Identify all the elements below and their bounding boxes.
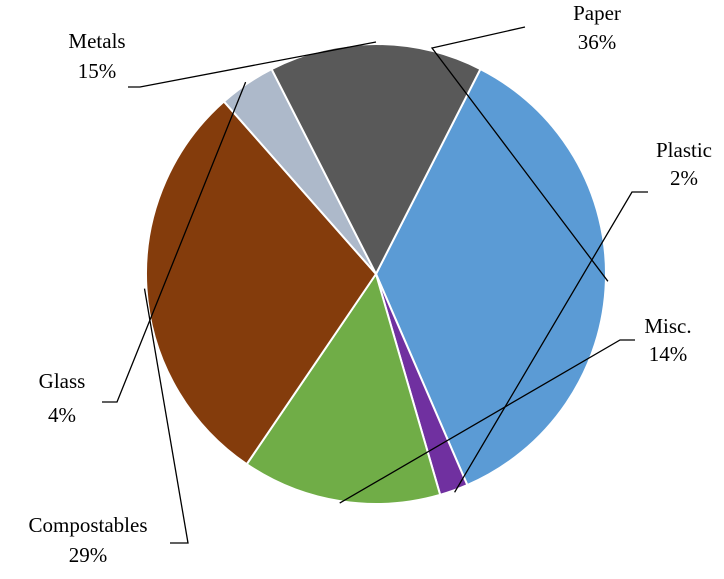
slice-label-misc: Misc. (644, 314, 691, 338)
slice-labels: Paper 36% Plastic 2% Misc. 14% Compostables 29%… (29, 1, 713, 567)
slice-label-plastic: Plastic (656, 138, 712, 162)
leader-line-plastic (454, 191, 648, 493)
leader-line-metals (128, 41, 377, 88)
pie-slice-misc (245, 271, 442, 505)
slice-label-glass: Glass (39, 369, 86, 393)
pie-slice-compostables (145, 100, 378, 466)
leader-line-compostables (143, 288, 189, 544)
leader-line-misc (339, 339, 635, 504)
slice-value-label-glass: 4% (48, 403, 76, 427)
slice-value-label-plastic: 2% (670, 166, 698, 190)
slice-value-label-paper: 36% (578, 30, 617, 54)
pie-slice-metals (270, 43, 482, 277)
slice-label-compostables: Compostables (29, 513, 148, 537)
slice-label-metals: Metals (68, 29, 125, 53)
leader-line-glass (102, 81, 247, 403)
slice-value-label-misc: 14% (649, 342, 688, 366)
leader-line-paper (430, 26, 609, 282)
leader-lines (102, 26, 648, 544)
pie-slices (145, 43, 607, 505)
slice-value-label-metals: 15% (78, 59, 117, 83)
slice-label-paper: Paper (573, 1, 621, 25)
slice-value-label-compostables: 29% (69, 543, 108, 567)
